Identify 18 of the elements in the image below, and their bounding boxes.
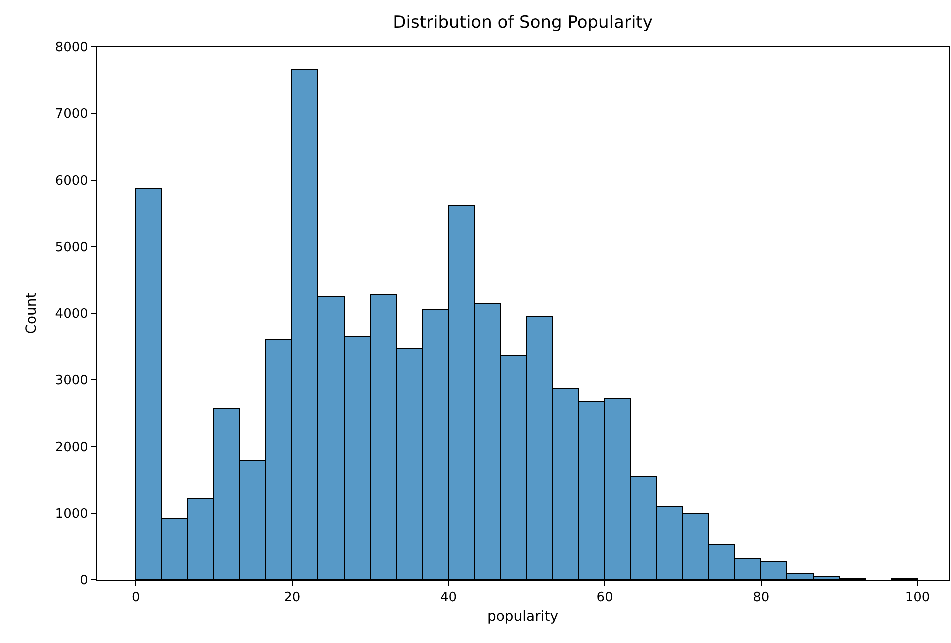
x-tick-label: 60 [596, 590, 614, 606]
y-tick-label: 7000 [55, 107, 88, 122]
x-tick-label: 80 [753, 590, 770, 606]
y-tick-label: 2000 [55, 440, 88, 456]
y-axis-title: Count [24, 292, 40, 334]
x-axis-title: popularity [487, 608, 559, 625]
y-tick-label: 1000 [55, 506, 88, 522]
chart-title: Distribution of Song Popularity [393, 12, 653, 33]
x-tick-label: 0 [132, 590, 140, 606]
y-tick-label: 5000 [55, 240, 88, 256]
y-tick-label: 0 [80, 574, 88, 589]
y-tick-label: 8000 [55, 40, 88, 56]
x-tick-label: 40 [440, 590, 458, 606]
y-tick-label: 3000 [55, 374, 88, 389]
x-tick-label: 20 [284, 590, 301, 606]
y-tick-label: 4000 [55, 307, 88, 322]
y-tick-label: 6000 [55, 174, 88, 189]
x-tick-label: 100 [905, 590, 930, 606]
